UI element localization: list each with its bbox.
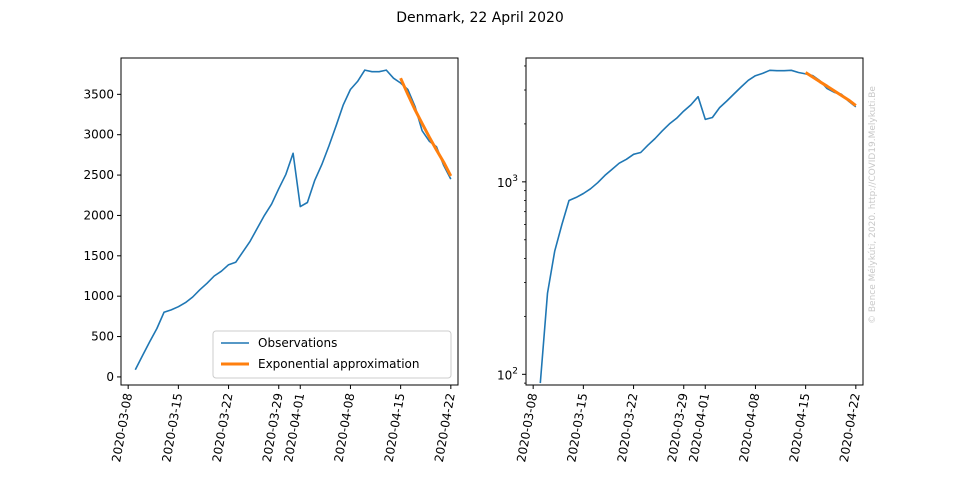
legend-box bbox=[212, 330, 452, 379]
y-tick-label: 0 bbox=[106, 370, 114, 384]
y-tick-label: 500 bbox=[91, 330, 114, 344]
axes-frame bbox=[525, 57, 864, 386]
watermark-text: © Bence Mélykúti, 2020. http://COVID19.M… bbox=[867, 86, 878, 324]
y-tick-base: 10 bbox=[497, 368, 512, 382]
y-tick-label: 1000 bbox=[83, 289, 114, 303]
figure-title: Denmark, 22 April 2020 bbox=[396, 10, 564, 26]
y-tick-label: 1500 bbox=[83, 249, 114, 263]
y-tick-label: 2000 bbox=[83, 208, 114, 222]
axes-frame bbox=[120, 57, 459, 386]
legend-label: Observations bbox=[258, 336, 337, 350]
y-tick-exponent: 2 bbox=[512, 366, 518, 376]
exponential-approximation-line bbox=[399, 77, 453, 177]
y-tick-exponent: 3 bbox=[512, 174, 518, 184]
legend-label: Exponential approximation bbox=[258, 357, 419, 371]
y-tick-label: 102 bbox=[497, 366, 518, 382]
exponential-approximation-line bbox=[804, 71, 857, 107]
y-tick-base: 10 bbox=[497, 176, 512, 190]
y-tick-label: 2500 bbox=[83, 168, 114, 182]
y-tick-label: 3500 bbox=[83, 87, 114, 101]
observations-line bbox=[134, 69, 452, 371]
y-tick-label: 3000 bbox=[83, 128, 114, 142]
y-tick-label: 103 bbox=[497, 174, 518, 190]
observations-line bbox=[539, 69, 857, 384]
